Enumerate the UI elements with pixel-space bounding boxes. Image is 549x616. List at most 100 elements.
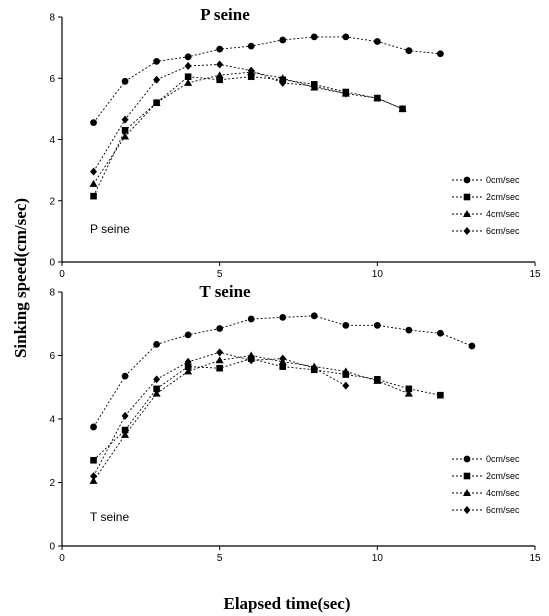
p1-point-0-2 <box>153 340 161 348</box>
p0-point-2-2 <box>152 98 161 106</box>
p1-point-0-11 <box>437 329 444 337</box>
p1-point-1-10 <box>405 385 413 393</box>
p0-series-line-1 <box>93 76 403 197</box>
p1-series-diamond <box>90 348 350 481</box>
p1-point-2-8 <box>341 367 350 375</box>
p1-point-3-7 <box>310 364 318 373</box>
p0-point-0-11 <box>437 50 444 58</box>
p1-series-square <box>90 355 444 464</box>
chart-panel-p-seine: 0 2 4 6 8 0 5 10 15 P seine P seine 0cm/sec 2cm/sec 4… <box>49 5 541 280</box>
p0-legend-label-3: 6cm/sec <box>486 226 520 236</box>
p0-legend: 0cm/sec 2cm/sec 4cm/sec 6cm/sec <box>452 175 520 236</box>
p1-legend: 0cm/sec 2cm/sec 4cm/sec 6cm/sec <box>452 454 520 515</box>
p1-series-triangle <box>89 351 413 484</box>
p1-x-tick-label-3: 15 <box>529 553 541 564</box>
p1-point-3-0 <box>90 472 98 481</box>
p1-series-line-0 <box>93 315 473 428</box>
p1-point-0-10 <box>405 326 413 334</box>
p1-legend-marker-0 <box>463 455 471 463</box>
p1-y-tick-label-1: 2 <box>49 478 55 489</box>
p1-legend-marker-1 <box>463 472 471 480</box>
p1-point-3-2 <box>153 375 161 384</box>
p0-y-tick-label-2: 4 <box>49 135 55 146</box>
p0-point-1-3 <box>184 73 192 81</box>
p0-point-3-3 <box>184 62 192 70</box>
p0-point-3-7 <box>310 81 318 90</box>
p1-series-circle <box>90 312 476 431</box>
p1-point-0-4 <box>216 325 224 332</box>
p0-legend-marker-1 <box>463 193 471 201</box>
p0-legend-label-2: 4cm/sec <box>486 209 520 219</box>
p0-point-3-5 <box>247 66 255 75</box>
p0-series-line-2 <box>93 71 403 185</box>
p0-x-tick-label-3: 15 <box>529 269 541 280</box>
p1-point-0-6 <box>279 314 287 321</box>
p0-y-tick-label-1: 2 <box>49 196 55 207</box>
p0-x-tick-label-0: 0 <box>59 269 65 280</box>
p1-point-1-6 <box>279 363 287 370</box>
p0-point-0-6 <box>279 36 287 44</box>
p0-chart-title: P seine <box>200 5 250 24</box>
p1-chart-title: T seine <box>199 282 251 301</box>
p0-point-1-0 <box>90 192 97 200</box>
p0-point-1-5 <box>247 73 255 81</box>
p1-legend-label-3: 6cm/sec <box>486 505 520 515</box>
p0-point-3-2 <box>153 75 161 84</box>
p0-y-tick-label-3: 6 <box>49 74 55 85</box>
p1-point-1-4 <box>216 364 223 372</box>
p1-point-0-7 <box>310 312 318 320</box>
p0-point-0-7 <box>310 33 318 41</box>
p0-point-2-0 <box>89 179 98 187</box>
p0-point-1-1 <box>121 127 129 134</box>
p0-point-3-8 <box>342 89 350 98</box>
p0-point-3-6 <box>279 78 287 87</box>
p0-panel-label: P seine <box>90 222 130 236</box>
p1-point-1-0 <box>90 456 97 464</box>
p0-point-2-1 <box>121 132 130 140</box>
p0-point-0-5 <box>247 42 255 50</box>
p0-point-3-1 <box>121 115 129 124</box>
p1-point-0-1 <box>121 372 129 380</box>
p1-point-3-8 <box>342 381 350 390</box>
p1-y-tick-label-0: 0 <box>49 542 55 553</box>
p0-point-2-10 <box>398 104 407 112</box>
p0-point-2-9 <box>373 94 382 102</box>
p1-point-0-9 <box>373 321 381 329</box>
p0-point-0-1 <box>121 77 129 85</box>
p0-legend-marker-2 <box>463 210 471 217</box>
p1-point-2-9 <box>373 376 382 384</box>
p0-legend-label-1: 2cm/sec <box>486 192 520 202</box>
p1-point-3-1 <box>121 411 129 420</box>
p0-y-tick-label-0: 0 <box>49 258 55 269</box>
p1-point-0-5 <box>247 315 255 323</box>
p0-point-3-4 <box>216 60 224 69</box>
y-axis-label: Sinking speed(cm/sec) <box>11 198 30 358</box>
p1-point-1-8 <box>342 371 350 378</box>
p0-x-tick-label-1: 5 <box>217 269 223 280</box>
p1-x-tick-label-1: 5 <box>217 553 223 564</box>
p0-point-2-6 <box>278 74 287 82</box>
p0-point-0-9 <box>373 38 381 45</box>
p1-y-tick-label-2: 4 <box>49 415 55 426</box>
p0-point-0-8 <box>342 33 350 41</box>
p1-point-2-1 <box>121 430 130 438</box>
p1-point-3-3 <box>184 357 192 366</box>
p1-point-2-4 <box>215 356 224 364</box>
p0-point-0-0 <box>90 119 97 127</box>
p0-y-tick-label-4: 8 <box>49 13 55 24</box>
p0-point-2-3 <box>184 78 193 86</box>
p1-panel-label: T seine <box>90 510 129 524</box>
p0-point-0-2 <box>153 58 161 65</box>
p1-point-0-0 <box>90 423 97 431</box>
p1-series-line-2 <box>93 355 410 482</box>
p0-series-diamond <box>90 60 350 176</box>
p0-series-triangle <box>89 68 407 187</box>
chart-panel-t-seine: 0 2 4 6 8 0 5 10 15 T seine T seine 0cm/sec 2cm/sec 4… <box>49 282 541 564</box>
p1-legend-label-0: 0cm/sec <box>486 454 520 464</box>
p1-point-3-6 <box>279 354 287 363</box>
p0-point-2-4 <box>215 71 224 79</box>
p0-series-circle <box>90 33 444 127</box>
p0-point-1-4 <box>216 76 223 84</box>
p0-point-0-3 <box>184 53 192 61</box>
